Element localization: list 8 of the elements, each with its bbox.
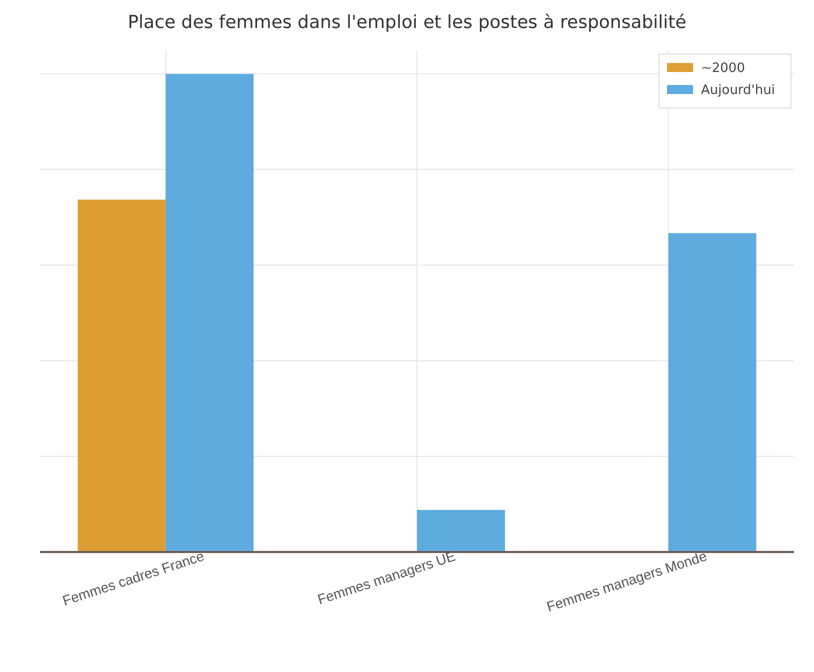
legend-label: ~2000 bbox=[701, 61, 745, 76]
legend-label: Aujourd'hui bbox=[701, 83, 775, 98]
bar bbox=[668, 233, 756, 552]
x-tick-label: Femmes cadres France bbox=[60, 548, 206, 609]
bar bbox=[417, 510, 505, 552]
chart-title: Place des femmes dans l'emploi et les postes à responsabilité bbox=[128, 12, 686, 33]
bar bbox=[78, 200, 166, 552]
bar bbox=[166, 74, 254, 552]
